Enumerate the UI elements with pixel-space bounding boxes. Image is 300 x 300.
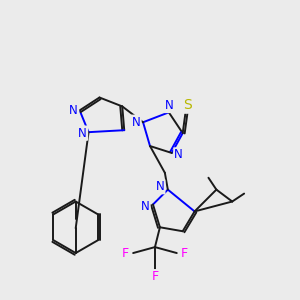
Text: N: N [174,148,183,161]
Text: F: F [152,270,158,283]
Text: F: F [122,247,129,260]
Text: N: N [155,180,164,193]
Text: S: S [183,98,192,112]
Text: F: F [181,247,188,260]
Text: N: N [141,200,149,213]
Text: N: N [69,104,78,117]
Text: N: N [78,127,87,140]
Text: N: N [132,116,140,129]
Text: H: H [181,100,189,110]
Text: N: N [164,99,173,112]
